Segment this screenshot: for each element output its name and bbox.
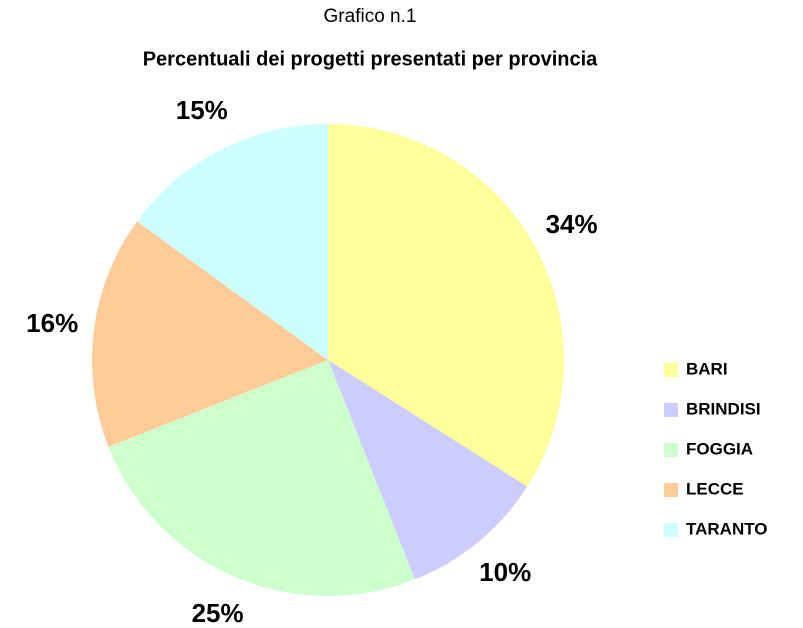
value-label: 34% (546, 209, 598, 239)
legend-swatch (664, 363, 678, 377)
value-label: 10% (479, 557, 531, 587)
chart-subtitle: Grafico n.1 (324, 6, 417, 27)
value-label: 15% (176, 95, 228, 125)
pie-slice (328, 360, 528, 580)
chart-title: Percentuali dei progetti presentati per … (143, 48, 598, 70)
legend-label: BARI (686, 359, 728, 378)
value-label: 16% (26, 308, 78, 338)
legend-swatch (664, 523, 678, 537)
pie-slice (137, 124, 328, 360)
legend-label: LECCE (686, 479, 744, 498)
pie-slice (328, 124, 564, 487)
legend-swatch (664, 403, 678, 417)
legend-label: TARANTO (686, 519, 768, 538)
legend-swatch (664, 443, 678, 457)
legend-swatch (664, 483, 678, 497)
pie-slice (92, 221, 328, 447)
pie-slice (108, 360, 415, 596)
legend-label: FOGGIA (686, 439, 753, 458)
legend-label: BRINDISI (686, 399, 761, 418)
value-label: 25% (192, 598, 244, 628)
